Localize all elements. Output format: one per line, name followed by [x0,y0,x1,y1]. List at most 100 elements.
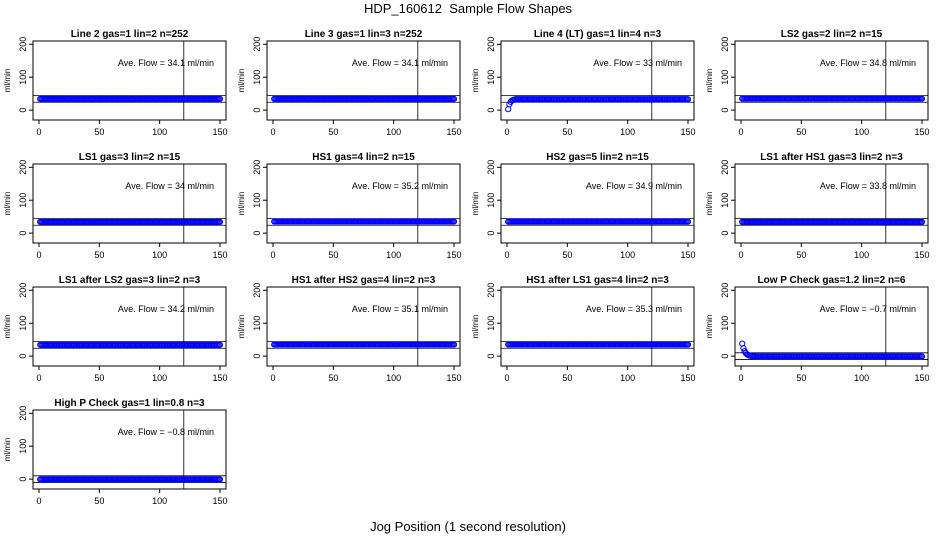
panel-title: HS2 gas=5 lin=2 n=15 [546,152,649,163]
x-tick-label: 0 [738,127,743,137]
y-tick-label: 100 [486,316,496,331]
panel-7: HS2 gas=5 lin=2 n=15 0 50 100 150 0 100 200 ml/m… [471,152,696,260]
figure-x-axis-label: Jog Position (1 second resolution) [370,519,566,534]
y-tick-label: 200 [720,37,730,52]
y-axis-label: ml/min [471,192,480,216]
data-point [684,218,692,225]
panel-title: LS1 gas=3 lin=2 n=15 [79,152,181,163]
avg-flow-annotation: Ave. Flow = −0.7 ml/min [820,304,916,314]
y-tick-label: 0 [18,477,28,482]
y-tick-label: 200 [18,160,28,175]
panel-5: LS1 gas=3 lin=2 n=15 0 50 100 150 0 100 200 ml/m… [3,152,228,260]
avg-flow-annotation: Ave. Flow = 34.2 ml/min [118,304,214,314]
plot-frame [32,286,227,367]
y-tick-label: 0 [252,108,262,113]
x-tick-label: 100 [620,127,635,137]
panel-13: High P Check gas=1 lin=0.8 n=3 0 50 100 150 0… [3,398,228,506]
y-axis-label: ml/min [237,315,246,339]
y-tick-label: 0 [720,354,730,359]
data-points [37,341,224,348]
y-tick-label: 100 [486,193,496,208]
avg-flow-annotation: Ave. Flow = 34.1 ml/min [352,58,448,68]
x-tick-label: 150 [212,127,227,137]
x-tick-label: 0 [738,250,743,260]
x-tick-label: 50 [796,250,806,260]
x-tick-label: 100 [386,373,401,383]
plot-frame [266,163,461,244]
y-axis-label: ml/min [3,315,12,339]
panel-9: LS1 after LS2 gas=3 lin=2 n=3 0 50 100 150 0 1… [3,275,228,383]
x-tick-label: 50 [796,373,806,383]
panel-title: HS1 after HS2 gas=4 lin=2 n=3 [292,275,436,286]
panel-8: LS1 after HS1 gas=3 lin=2 n=3 0 50 100 150 0 1… [705,152,930,260]
data-point [450,218,458,225]
data-point [918,95,926,102]
x-tick-label: 150 [446,373,461,383]
data-point [450,341,458,348]
y-tick-label: 100 [18,439,28,454]
data-points [739,95,926,102]
y-tick-label: 0 [252,231,262,236]
y-tick-label: 0 [486,231,496,236]
data-point [684,341,692,348]
x-tick-label: 100 [152,373,167,383]
plot-frame [32,409,227,490]
data-point [684,96,692,103]
avg-flow-annotation: Ave. Flow = 33 ml/min [593,58,682,68]
data-points [37,476,224,483]
y-tick-label: 200 [252,283,262,298]
data-point [216,476,224,483]
plot-frame [266,286,461,367]
x-tick-label: 0 [36,373,41,383]
data-points [505,341,692,348]
y-axis-label: ml/min [471,315,480,339]
y-tick-label: 200 [486,37,496,52]
panel-title: HS1 gas=4 lin=2 n=15 [312,152,415,163]
plot-frame [734,40,929,121]
x-tick-label: 50 [94,373,104,383]
x-tick-label: 50 [94,127,104,137]
panel-title: Line 2 gas=1 lin=2 n=252 [71,29,189,40]
y-axis-label: ml/min [3,69,12,93]
panel-10: HS1 after HS2 gas=4 lin=2 n=3 0 50 100 150 0 1… [237,275,462,383]
panel-title: Low P Check gas=1.2 lin=2 n=6 [758,275,906,286]
x-tick-label: 0 [504,127,509,137]
x-tick-label: 50 [562,250,572,260]
x-tick-label: 50 [94,250,104,260]
y-axis-label: ml/min [237,192,246,216]
x-tick-label: 50 [328,373,338,383]
y-tick-label: 200 [720,160,730,175]
y-tick-label: 0 [486,108,496,113]
plot-frame [32,163,227,244]
y-tick-label: 0 [18,354,28,359]
data-point [450,95,458,103]
y-tick-label: 200 [720,283,730,298]
y-tick-label: 100 [252,70,262,85]
y-tick-label: 100 [720,316,730,331]
x-tick-label: 150 [446,250,461,260]
plot-frame [500,286,695,367]
x-tick-label: 150 [212,373,227,383]
y-axis-label: ml/min [237,69,246,93]
y-tick-label: 200 [486,283,496,298]
avg-flow-annotation: Ave. Flow = 34 ml/min [125,181,214,191]
x-tick-label: 150 [680,250,695,260]
x-tick-label: 50 [328,250,338,260]
y-tick-label: 100 [252,316,262,331]
data-point [918,218,926,226]
x-tick-label: 100 [620,373,635,383]
panel-title: LS1 after LS2 gas=3 lin=2 n=3 [59,275,201,286]
avg-flow-annotation: Ave. Flow = 34.9 ml/min [586,181,682,191]
y-tick-label: 200 [18,37,28,52]
x-tick-label: 150 [212,496,227,506]
x-tick-label: 150 [680,373,695,383]
x-tick-label: 100 [854,250,869,260]
x-tick-label: 100 [152,496,167,506]
data-point [918,353,926,360]
data-points [739,218,926,226]
data-points [505,96,692,113]
avg-flow-annotation: Ave. Flow = 35.2 ml/min [352,181,448,191]
y-tick-label: 100 [720,193,730,208]
plot-frame [734,163,929,244]
x-tick-label: 0 [36,127,41,137]
